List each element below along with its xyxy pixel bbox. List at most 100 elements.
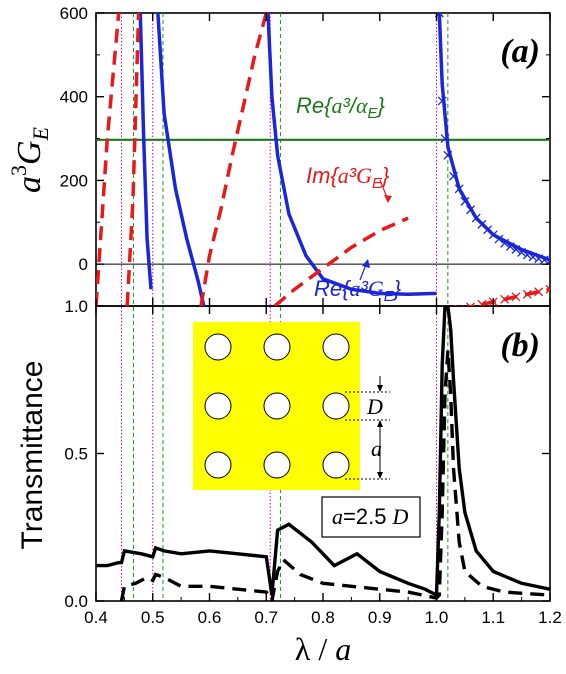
im_g-segment-3 xyxy=(273,216,409,306)
re_g-segment-1 xyxy=(156,13,206,306)
re_g_markers-marker-17 xyxy=(522,250,532,260)
b-xtick-label-2: 0.6 xyxy=(198,608,222,627)
re_g_markers-marker-7 xyxy=(466,205,476,215)
im_g_markers-marker-3 xyxy=(466,302,476,306)
inset-hole-2-1 xyxy=(263,451,291,479)
im_g-segment-0 xyxy=(96,13,121,306)
im_g_markers-marker-4 xyxy=(477,299,487,306)
inset-hole-0-1 xyxy=(263,333,291,361)
panel-a xyxy=(96,13,550,306)
ann-re-g-5: } xyxy=(392,276,402,301)
ann-re-g-0: Re{ xyxy=(314,276,351,301)
ratio-text: a=2.5 D xyxy=(332,504,409,529)
a-arrow-head xyxy=(377,472,383,479)
ann-re-inv-alpha-3: α xyxy=(356,93,368,118)
re_g_markers-marker-5 xyxy=(454,184,464,194)
ratio-eq: =2.5 xyxy=(343,504,393,529)
im_g_markers-marker-9 xyxy=(534,287,544,297)
transmittance-solid-line xyxy=(96,306,550,598)
annotation-re-g: Re{a³GE} xyxy=(314,276,402,305)
a-ytick-label-0: 0 xyxy=(79,255,88,274)
xlabel-sep: / xyxy=(310,631,335,667)
transmittance-dashed-line xyxy=(119,350,550,601)
inset-hole-1-0 xyxy=(204,392,232,420)
re_g_markers-marker-15 xyxy=(511,245,521,254)
ylabel-a-main: G xyxy=(11,140,48,165)
a-ytick-label-2: 400 xyxy=(60,88,88,107)
re_g_markers-marker-4 xyxy=(449,171,458,181)
ann-im-g-1: a xyxy=(338,163,349,188)
d-arrow-upper-head xyxy=(377,385,383,392)
im_g_markers-marker-10 xyxy=(545,284,550,294)
a-ytick-bottom-label: 1.0 xyxy=(64,297,88,316)
ratio-box xyxy=(321,496,421,538)
re_g_markers-marker-16 xyxy=(517,247,527,257)
ratio-a: a xyxy=(332,504,343,529)
b-ytick-label-0: 0.0 xyxy=(64,592,88,611)
re_g-segment-2 xyxy=(266,13,437,297)
panel-a-label: (a) xyxy=(500,33,540,70)
xlabel-lambda: λ xyxy=(295,631,311,667)
ann-re-g-3: G xyxy=(368,276,384,301)
ann-im-g-4: E xyxy=(372,175,383,192)
b-ytick-label-1: 0.5 xyxy=(64,445,88,464)
a-ytick-label-1: 200 xyxy=(60,171,88,190)
ratio-D: D xyxy=(392,504,409,529)
im_g-segment-2 xyxy=(199,13,268,306)
ann-re-inv-alpha-0: Re{ xyxy=(296,93,333,118)
b-xtick-label-5: 0.9 xyxy=(368,608,392,627)
ann-re-inv-alpha-5: } xyxy=(376,93,386,118)
re_g_markers-marker-13 xyxy=(500,238,510,248)
ann-re-inv-alpha-1: a xyxy=(331,93,342,118)
ann-re-g-1: a xyxy=(349,276,360,301)
im_g-segment-1 xyxy=(125,13,141,306)
im_g_markers-marker-8 xyxy=(522,289,532,299)
b-xtick-label-1: 0.5 xyxy=(141,608,165,627)
ratio-label-box: a=2.5 D xyxy=(321,496,421,538)
inset-circles xyxy=(204,333,350,479)
ylabel-a-sub: E xyxy=(28,126,53,141)
ylabel-a-sup: 3 xyxy=(6,165,31,176)
ann-re-g-4: E xyxy=(384,288,395,305)
inset-hole-1-1 xyxy=(263,392,291,420)
panel-a-frame xyxy=(95,12,551,307)
b-xtick-label-4: 0.8 xyxy=(311,608,335,627)
re_g_markers-marker-3 xyxy=(443,150,453,160)
ann-re-inv-alpha-4: E xyxy=(368,105,379,122)
im_g_markers-marker-6 xyxy=(500,294,510,304)
ylabel-a-base: a xyxy=(11,176,48,193)
ann-im-g-0: Im{ xyxy=(306,163,339,188)
panel-b-label: (b) xyxy=(500,327,540,364)
panel-b xyxy=(96,306,550,601)
ann-re-inv-alpha-2: ³/ xyxy=(342,93,357,118)
d-arrow-lower-head xyxy=(377,420,383,427)
inset-hole-2-2 xyxy=(322,451,350,479)
b-xtick-label-8: 1.2 xyxy=(538,608,562,627)
annotation-im-g: Im{a³GE} xyxy=(306,163,390,192)
re_g_markers-marker-1 xyxy=(437,96,447,106)
annotation-re-inv-alpha: Re{a³/αE} xyxy=(296,93,386,122)
re_g_markers-marker-11 xyxy=(488,230,498,240)
inset-hole-0-0 xyxy=(204,333,232,361)
im-g-arrowhead xyxy=(384,195,392,203)
a-ytick-label-3: 600 xyxy=(60,4,88,23)
inset-hole-1-2 xyxy=(322,392,350,420)
ann-im-g-2: ³ xyxy=(349,163,357,188)
lattice-inset: D a xyxy=(193,322,390,490)
re_g_markers-marker-2 xyxy=(440,134,450,144)
re_g_markers-marker-6 xyxy=(460,196,470,206)
xlabel-a: a xyxy=(335,631,351,667)
inset-hole-0-2 xyxy=(322,333,350,361)
panel-b-ylabel: Transmittance xyxy=(16,361,49,550)
re-g-arrowhead xyxy=(362,259,370,268)
inset-d-label: D xyxy=(366,394,383,419)
b-xtick-label-7: 1.1 xyxy=(481,608,505,627)
inset-a-label: a xyxy=(371,436,382,461)
im_g_markers-marker-7 xyxy=(511,292,521,302)
re_g-segment-0 xyxy=(138,13,153,290)
b-xtick-label-3: 0.7 xyxy=(254,608,278,627)
im_g-segment-4 xyxy=(466,287,550,306)
b-xtick-label-0: 0.4 xyxy=(84,608,108,627)
re_g_markers-marker-18 xyxy=(528,252,538,262)
